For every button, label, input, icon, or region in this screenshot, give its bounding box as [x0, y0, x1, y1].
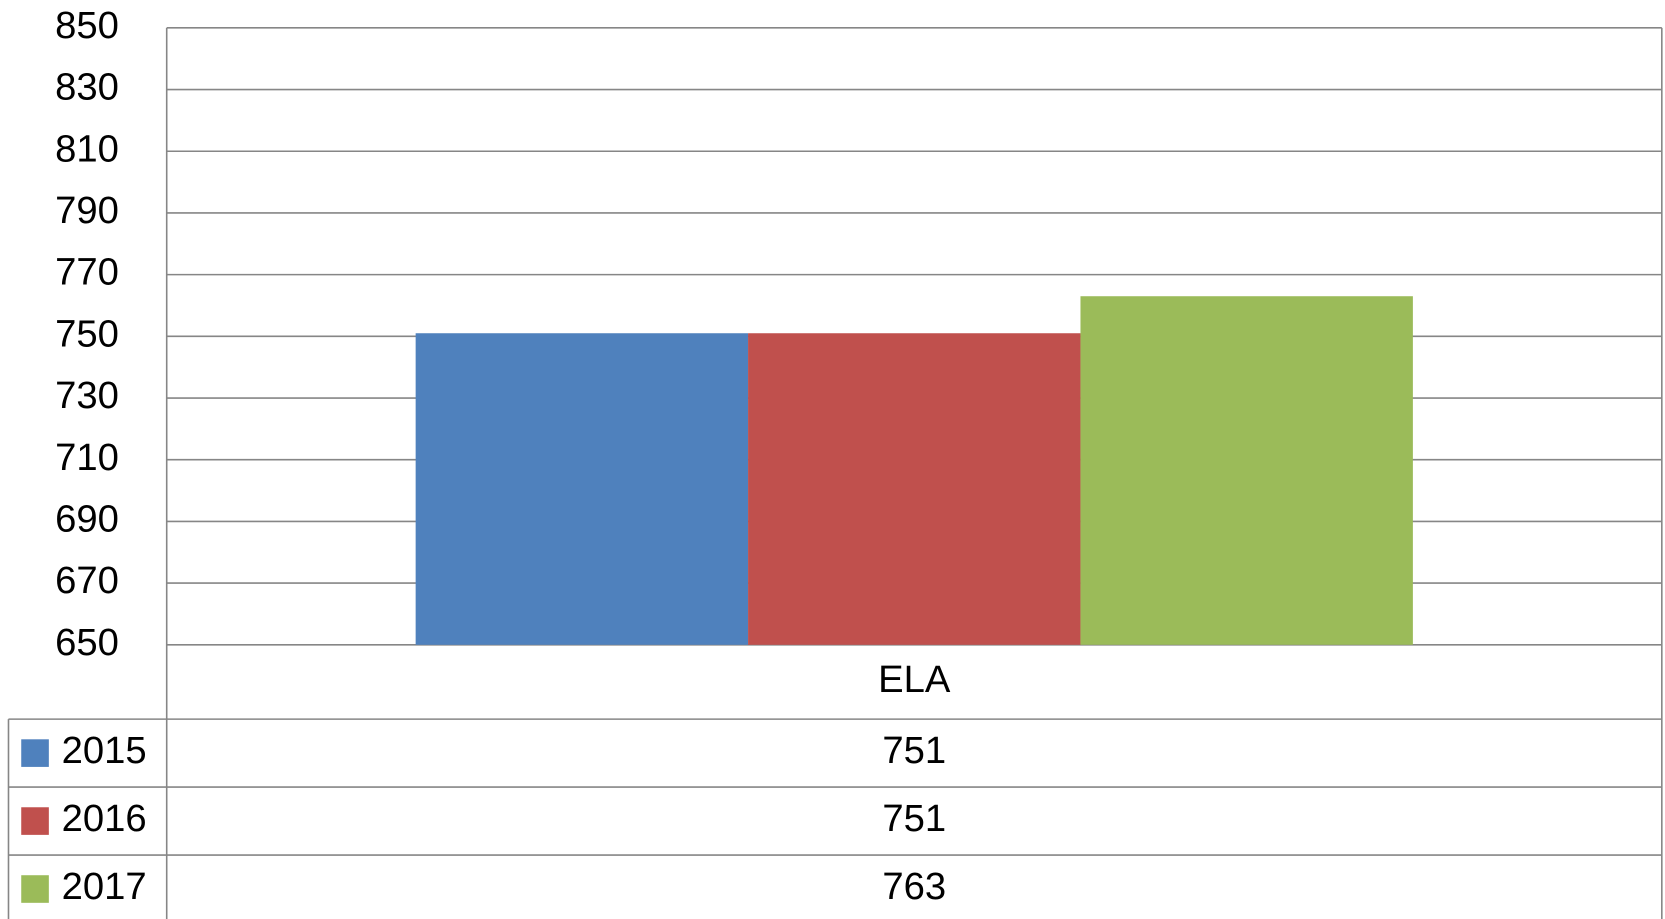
- y-tick-label: 850: [55, 4, 119, 47]
- legend-label: 2015: [62, 729, 147, 772]
- bar: [1080, 296, 1413, 645]
- legend-label: 2016: [62, 797, 147, 840]
- y-tick-label: 730: [55, 374, 119, 417]
- y-tick-label: 670: [55, 559, 119, 602]
- legend-swatch: [21, 875, 49, 903]
- y-tick-label: 770: [55, 251, 119, 294]
- y-tick-label: 710: [55, 436, 119, 479]
- y-tick-label: 790: [55, 189, 119, 232]
- bar: [415, 333, 749, 645]
- y-tick-label: 750: [55, 312, 119, 355]
- bar: [748, 333, 1081, 645]
- legend-swatch: [21, 807, 49, 835]
- legend-swatch: [21, 739, 49, 767]
- y-tick-label: 810: [55, 127, 119, 170]
- x-tick-label: ELA: [878, 658, 951, 701]
- table-value: 751: [882, 797, 946, 840]
- table-value: 763: [882, 865, 946, 908]
- legend-label: 2017: [62, 865, 147, 908]
- y-tick-label: 690: [55, 498, 119, 541]
- y-tick-label: 650: [55, 621, 119, 664]
- y-tick-label: 830: [55, 66, 119, 109]
- table-value: 751: [882, 729, 946, 772]
